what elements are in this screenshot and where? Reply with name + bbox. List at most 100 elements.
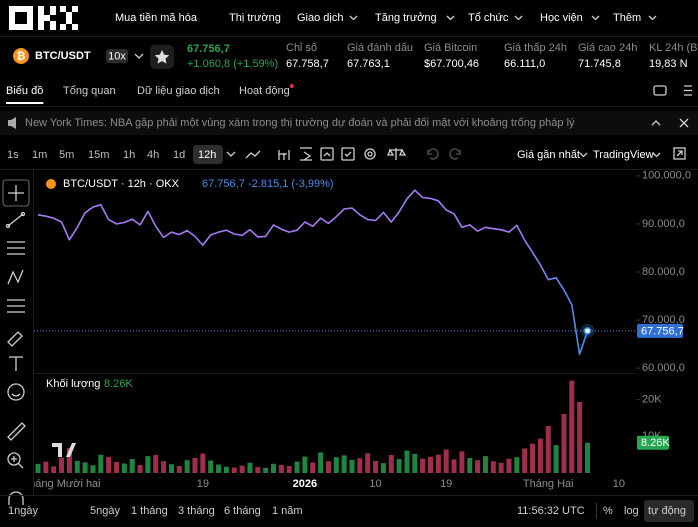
volume-bar (349, 459, 355, 473)
nav-item[interactable]: Giao dịch (297, 12, 343, 24)
nav-item[interactable]: Mua tiền mã hóa (115, 12, 198, 24)
y-tick-label: 70.000,0 (642, 314, 685, 326)
volume-bar (514, 457, 520, 473)
last-price-tag (637, 323, 683, 338)
volume-bar (239, 465, 245, 473)
chevron (648, 15, 657, 21)
volume-bar (192, 457, 198, 473)
interval[interactable]: 5m (59, 149, 74, 161)
volume-bar (459, 451, 465, 473)
volume-bar (129, 459, 135, 473)
range[interactable]: 6 tháng (224, 505, 261, 517)
range[interactable]: 1ngày (8, 505, 38, 517)
volume-bar (90, 465, 96, 473)
chevron (579, 152, 588, 158)
volume-bar (577, 401, 583, 473)
chart-title: BTC/USDT · 12h · OKX (63, 178, 180, 190)
plot-area: Tháng Mười hai 19 2026 10 19 Tháng Hai 10 (34, 189, 625, 490)
volume-bar (498, 462, 504, 473)
tab[interactable]: Biểu đồ (6, 85, 43, 97)
volume-bar (208, 460, 214, 473)
x-tick-label: 10 (369, 478, 381, 490)
close-news[interactable] (679, 118, 689, 128)
x-tick-label: 2026 (293, 478, 317, 490)
x-tick-label: 19 (197, 478, 209, 490)
volume-bar (490, 461, 496, 473)
range[interactable]: 3 tháng (178, 505, 215, 517)
volume-tag (637, 435, 669, 450)
stat-value: 19,83 N (649, 58, 688, 70)
news-text[interactable]: New York Times: NBA gặp phải một vùng xá… (25, 117, 575, 129)
interval[interactable]: 15m (88, 149, 109, 161)
volume-bar (114, 462, 119, 473)
scale-option[interactable]: % (603, 505, 613, 517)
volume-bar (435, 454, 441, 473)
collapse-news[interactable] (651, 120, 661, 126)
nav-item[interactable]: Học viện (540, 12, 583, 24)
volume-bar (388, 455, 394, 473)
nav-item[interactable]: Thêm (613, 12, 641, 24)
stat-label: Giá đánh dấu (347, 42, 413, 54)
tab[interactable]: Hoạt động (239, 85, 290, 97)
pair-dropdown[interactable] (134, 53, 144, 59)
tradingview-logo[interactable] (52, 443, 76, 457)
chart-style[interactable] (245, 150, 261, 159)
chevron (514, 15, 523, 21)
toolbar-icons[interactable] (278, 147, 686, 161)
volume-bar (365, 453, 371, 473)
nav-item[interactable]: Tăng trưởng (375, 12, 437, 24)
price-source[interactable]: Giá gần nhất (517, 149, 580, 161)
range[interactable]: 1 năm (272, 505, 303, 517)
volume-bar (302, 456, 308, 473)
nav-item[interactable]: Tổ chức (468, 12, 509, 24)
volume-bar (74, 460, 80, 473)
scale-option[interactable]: tự động (648, 505, 686, 517)
volume-title: Khối lượng (46, 378, 100, 390)
logo[interactable] (9, 6, 78, 30)
volume-bar (184, 460, 190, 473)
btc-icon (13, 48, 29, 64)
legend-change: -2.815,1 (-3,99%) (248, 178, 334, 190)
volume-bar (373, 460, 379, 473)
chart-engine[interactable]: TradingView (593, 149, 654, 161)
interval-active (193, 145, 223, 164)
range[interactable]: 5ngày (90, 505, 120, 517)
pair[interactable]: BTC/USDT (35, 50, 91, 62)
volume-bar (98, 454, 104, 473)
volume-bar (66, 448, 72, 473)
interval[interactable]: 1d (173, 149, 185, 161)
interval[interactable]: 12h (198, 149, 216, 161)
tab[interactable]: Tổng quan (63, 85, 116, 97)
menu-icon[interactable] (684, 85, 692, 96)
star-icon (154, 50, 170, 64)
volume-bar (475, 460, 481, 473)
interval[interactable]: 1h (123, 149, 135, 161)
stat-label: Giá Bitcoin (424, 42, 477, 54)
volume-bar (271, 463, 276, 473)
interval[interactable]: 4h (147, 149, 159, 161)
volume-bar (380, 463, 386, 473)
chevron (349, 15, 358, 21)
volume-bar (176, 466, 182, 473)
volume-bar (357, 458, 363, 473)
btc-symbol: ₿ (17, 50, 26, 62)
chart-toolbar: 1s 1m 5m 15m 1h 4h 1d 12h Giá gần nhất TradingVie… (7, 145, 661, 164)
scale-option[interactable]: log (624, 505, 639, 517)
volume-bar (553, 445, 559, 473)
interval-dropdown[interactable] (226, 151, 236, 157)
volume-bar (153, 455, 159, 473)
range[interactable]: 1 tháng (131, 505, 168, 517)
leverage-badge (106, 49, 128, 63)
tab-underline (6, 102, 44, 104)
layout-icon[interactable] (653, 85, 667, 96)
tab[interactable]: Dữ liệu giao dịch (137, 85, 220, 97)
interval[interactable]: 1m (32, 149, 47, 161)
interval[interactable]: 1s (7, 149, 19, 161)
bottom-bar: 1ngày 5ngày 1 tháng 3 tháng 6 tháng 1 năm 11:5… (8, 500, 694, 522)
drawing-toolbar[interactable] (2, 179, 30, 505)
volume-bar (200, 453, 206, 473)
volume-bar (145, 456, 151, 473)
volume-bar (294, 461, 300, 473)
nav-item[interactable]: Thị trường (229, 12, 281, 24)
